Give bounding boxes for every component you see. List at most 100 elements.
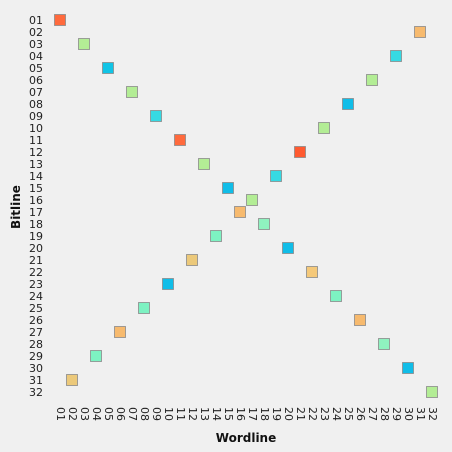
x-tick-label: 06 <box>114 407 127 421</box>
data-cell <box>426 386 438 398</box>
y-tick-label: 15 <box>29 182 43 195</box>
data-cell <box>294 146 306 158</box>
data-cell <box>414 26 426 38</box>
data-cell <box>282 242 294 254</box>
x-tick-label: 24 <box>330 407 343 421</box>
data-cell <box>102 62 114 74</box>
y-tick-label: 28 <box>29 338 43 351</box>
data-cell <box>126 86 138 98</box>
x-tick-label: 11 <box>174 407 187 421</box>
x-tick-label: 09 <box>150 407 163 421</box>
y-tick-label: 14 <box>29 170 43 183</box>
y-tick-label: 05 <box>29 62 43 75</box>
x-tick-label: 18 <box>258 407 271 421</box>
y-tick-label: 29 <box>29 350 43 363</box>
y-tick-label: 27 <box>29 326 43 339</box>
y-tick-label: 12 <box>29 146 43 159</box>
x-tick-label: 32 <box>426 407 439 421</box>
data-cell <box>210 230 222 242</box>
y-tick-label: 01 <box>29 14 43 27</box>
y-tick-label: 18 <box>29 218 43 231</box>
x-tick-label: 08 <box>138 407 151 421</box>
data-cell <box>66 374 78 386</box>
x-axis-label: Wordline <box>216 431 276 445</box>
y-tick-label: 04 <box>29 50 43 63</box>
data-cell <box>270 170 282 182</box>
data-cell <box>378 338 390 350</box>
data-cell <box>258 218 270 230</box>
x-tick-label: 17 <box>246 407 259 421</box>
y-tick-label: 31 <box>29 374 43 387</box>
x-tick-label: 22 <box>306 407 319 421</box>
data-cell <box>402 362 414 374</box>
y-axis-ticks: 0102030405060708091011121314151617181920… <box>29 14 43 399</box>
y-tick-label: 32 <box>29 386 43 399</box>
data-cell <box>234 206 246 218</box>
x-tick-label: 15 <box>222 407 235 421</box>
x-tick-label: 23 <box>318 407 331 421</box>
data-cell <box>246 194 258 206</box>
x-tick-label: 07 <box>126 407 139 421</box>
x-tick-label: 20 <box>282 407 295 421</box>
data-cell <box>186 254 198 266</box>
y-tick-label: 23 <box>29 278 43 291</box>
x-tick-label: 28 <box>378 407 391 421</box>
x-tick-label: 25 <box>342 407 355 421</box>
data-cell <box>306 266 318 278</box>
data-cell <box>78 38 90 50</box>
y-tick-label: 17 <box>29 206 43 219</box>
y-axis-label: Bitline <box>9 185 23 229</box>
data-cell <box>150 110 162 122</box>
x-tick-label: 27 <box>366 407 379 421</box>
x-tick-label: 29 <box>390 407 403 421</box>
x-tick-label: 14 <box>210 407 223 421</box>
data-cell <box>342 98 354 110</box>
x-axis-ticks: 01 02 03 04 05 06 07 08 09 10 11 12 13 14 15 16 17 18 19 20… <box>54 407 439 421</box>
x-tick-label: 05 <box>102 407 115 421</box>
x-tick-label: 04 <box>90 407 103 421</box>
y-tick-label: 25 <box>29 302 43 315</box>
x-tick-label: 19 <box>270 407 283 421</box>
x-tick-label: 10 <box>162 407 175 421</box>
data-cell <box>318 122 330 134</box>
y-tick-label: 22 <box>29 266 43 279</box>
x-tick-label: 01 <box>54 407 67 421</box>
y-tick-label: 08 <box>29 98 43 111</box>
y-tick-label: 07 <box>29 86 43 99</box>
y-tick-label: 26 <box>29 314 43 327</box>
data-cell <box>114 326 126 338</box>
y-tick-label: 24 <box>29 290 43 303</box>
plot-area <box>54 14 438 398</box>
y-tick-label: 20 <box>29 242 43 255</box>
x-tick-label: 21 <box>294 407 307 421</box>
y-tick-label: 19 <box>29 230 43 243</box>
data-cell <box>198 158 210 170</box>
data-cell <box>90 350 102 362</box>
data-cell <box>174 134 186 146</box>
x-tick-label: 30 <box>402 407 415 421</box>
x-tick-label: 03 <box>78 407 91 421</box>
y-tick-label: 30 <box>29 362 43 375</box>
data-cell <box>162 278 174 290</box>
x-tick-label: 02 <box>66 407 79 421</box>
y-tick-label: 02 <box>29 26 43 39</box>
data-cell <box>354 314 366 326</box>
data-cell <box>330 290 342 302</box>
y-tick-label: 13 <box>29 158 43 171</box>
data-cell <box>138 302 150 314</box>
x-tick-label: 16 <box>234 407 247 421</box>
x-tick-label: 12 <box>186 407 199 421</box>
y-tick-label: 16 <box>29 194 43 207</box>
y-tick-label: 21 <box>29 254 43 267</box>
y-tick-label: 06 <box>29 74 43 87</box>
y-tick-label: 10 <box>29 122 43 135</box>
y-tick-label: 11 <box>29 134 43 147</box>
x-tick-label: 13 <box>198 407 211 421</box>
y-tick-label: 09 <box>29 110 43 123</box>
data-cell <box>366 74 378 86</box>
data-cell <box>54 14 66 26</box>
data-cell <box>390 50 402 62</box>
y-tick-label: 03 <box>29 38 43 51</box>
x-tick-label: 31 <box>414 407 427 421</box>
